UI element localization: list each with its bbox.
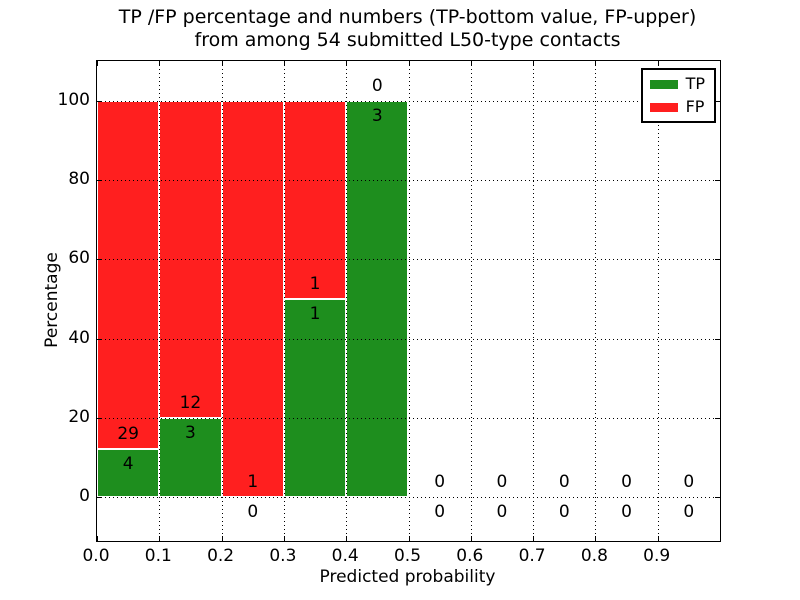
tp-count-label-bin4: 3: [371, 105, 383, 126]
y-tick-label-60: 60: [68, 248, 90, 269]
y-tick-label-100: 100: [57, 89, 90, 110]
chart-title-line1: TP /FP percentage and numbers (TP-bottom…: [118, 6, 697, 28]
x-tick-mark-top-0.9: [657, 61, 659, 66]
grid-line-x-0.4: [346, 61, 348, 541]
fp-count-label-bin0: 29: [117, 424, 139, 445]
y-tick-mark-right-0: [715, 497, 720, 499]
x-tick-mark-bottom-0.5: [408, 536, 410, 541]
fp-count-label-bin6: 0: [496, 472, 508, 493]
fp-count-label-bin4: 0: [371, 75, 383, 96]
tp-count-label-bin2: 0: [247, 502, 259, 523]
y-tick-label-0: 0: [79, 486, 90, 507]
x-tick-mark-bottom-0: [97, 536, 98, 541]
tp-count-label-bin7: 0: [558, 502, 570, 523]
x-tick-mark-bottom-0.6: [470, 536, 472, 541]
legend-label-tp: TP: [685, 74, 705, 93]
y-tick-mark-left-100: [97, 100, 102, 102]
x-tick-mark-bottom-0.3: [283, 536, 285, 541]
bar-segment-fp-bin0: [97, 100, 160, 450]
x-tick-label-0.6: 0.6: [456, 546, 484, 566]
y-tick-mark-left-40: [97, 338, 102, 340]
legend-swatch-fp: [649, 102, 678, 112]
x-tick-mark-bottom-0.8: [595, 536, 597, 541]
grid-line-x-0.8: [595, 61, 597, 541]
x-tick-mark-top-0.8: [595, 61, 597, 66]
y-tick-mark-left-20: [97, 418, 102, 420]
x-tick-mark-bottom-0.1: [159, 536, 161, 541]
fp-count-label-bin9: 0: [683, 472, 695, 493]
grid-line-x-0.2: [221, 61, 223, 541]
bar-segment-tp-bin3: [283, 299, 347, 498]
grid-line-x-0.9: [657, 61, 659, 541]
bar-segment-tp-bin1: [159, 418, 222, 498]
x-tick-label-0.5: 0.5: [393, 546, 422, 566]
y-tick-mark-right-40: [715, 338, 720, 340]
tp-count-label-bin1: 3: [185, 423, 196, 444]
x-tick-label-0.4: 0.4: [331, 546, 359, 566]
grid-line-x-0.3: [283, 61, 285, 541]
x-tick-mark-top-0.2: [221, 61, 223, 66]
grid-line-x-0.7: [533, 61, 535, 541]
x-tick-label-0.9: 0.9: [643, 546, 671, 566]
x-tick-label-0.3: 0.3: [269, 546, 297, 566]
x-tick-mark-top-0.1: [159, 61, 161, 66]
chart-title-line2: from among 54 submitted L50-type contact…: [194, 29, 621, 51]
legend-entry-fp: FP: [649, 97, 705, 116]
tp-count-label-bin8: 0: [621, 502, 632, 523]
y-tick-mark-right-80: [715, 180, 720, 181]
x-tick-mark-bottom-0.9: [657, 536, 659, 541]
x-tick-mark-top-0.3: [283, 61, 285, 66]
x-tick-mark-bottom-0.7: [533, 536, 535, 541]
y-tick-mark-right-60: [715, 259, 720, 261]
fp-count-label-bin3: 1: [309, 274, 321, 295]
x-tick-mark-top-0.4: [346, 61, 348, 66]
tp-count-label-bin0: 4: [122, 454, 134, 475]
grid-line-x-0.6: [470, 61, 472, 541]
x-tick-label-0.2: 0.2: [207, 546, 235, 566]
x-tick-label-0.1: 0.1: [144, 546, 172, 566]
fp-count-label-bin8: 0: [621, 472, 632, 493]
chart-title: TP /FP percentage and numbers (TP-bottom…: [96, 6, 719, 52]
y-tick-mark-left-0: [97, 497, 102, 499]
x-axis-label: Predicted probability: [319, 567, 496, 587]
x-tick-mark-bottom-0.4: [346, 536, 348, 541]
tp-count-label-bin6: 0: [496, 502, 508, 523]
tp-count-label-bin5: 0: [434, 502, 446, 523]
x-tick-label-0.0: 0.0: [82, 546, 110, 566]
bar-segment-tp-bin4: [346, 100, 409, 498]
x-tick-mark-bottom-0.2: [221, 536, 223, 541]
y-tick-label-40: 40: [68, 327, 90, 348]
y-tick-mark-left-80: [97, 180, 102, 181]
grid-line-x-0.1: [159, 61, 161, 541]
legend-swatch-tp: [649, 79, 678, 89]
bar-segment-fp-bin2: [221, 100, 284, 498]
legend-label-fp: FP: [685, 97, 705, 116]
grid-line-x-0.5: [408, 61, 410, 541]
y-tick-label-20: 20: [68, 407, 90, 428]
tp-count-label-bin9: 0: [683, 502, 695, 523]
x-tick-label-0.7: 0.7: [518, 546, 546, 566]
x-tick-mark-top-0.5: [408, 61, 410, 66]
bar-segment-fp-bin3: [283, 100, 347, 299]
fp-count-label-bin2: 1: [247, 472, 259, 493]
x-tick-mark-top-0.7: [533, 61, 535, 66]
legend-entry-tp: TP: [649, 74, 705, 93]
y-tick-label-80: 80: [68, 169, 90, 189]
x-tick-mark-top-0.6: [470, 61, 472, 66]
plot-area: TP FP 29 4 12 3 1 0 1 1 0 3 0 0 0 0 0 0 0 0 0 0: [96, 60, 721, 542]
chart-legend: TP FP: [640, 68, 716, 123]
bar-segment-tp-bin0: [97, 449, 160, 498]
y-tick-mark-left-60: [97, 259, 102, 261]
fp-count-label-bin7: 0: [558, 472, 570, 493]
fp-count-label-bin1: 12: [179, 393, 202, 414]
y-tick-mark-right-100: [715, 100, 720, 102]
tp-count-label-bin3: 1: [309, 304, 321, 325]
fp-count-label-bin5: 0: [434, 472, 446, 493]
y-tick-mark-right-20: [715, 418, 720, 420]
x-tick-label-0.8: 0.8: [580, 546, 608, 566]
x-tick-mark-top-0: [97, 61, 98, 66]
